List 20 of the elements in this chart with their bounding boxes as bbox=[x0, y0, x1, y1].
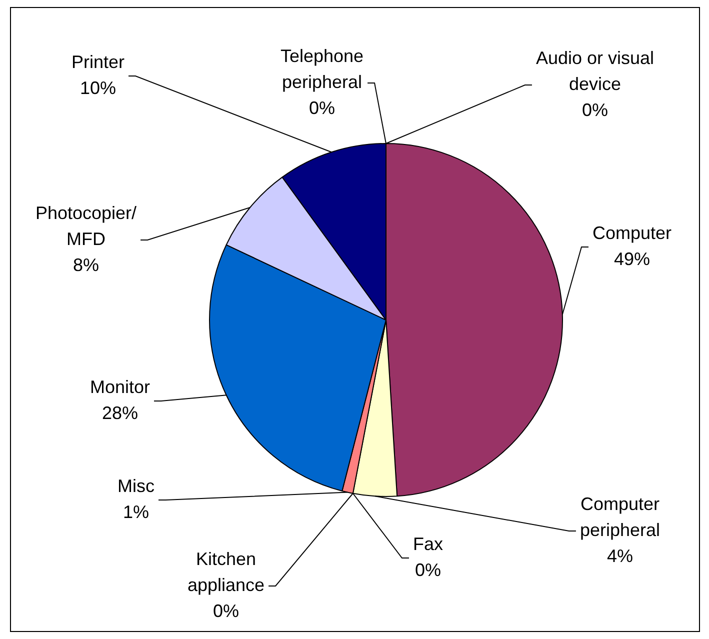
slice-label: Photocopier/MFD bbox=[35, 202, 137, 249]
slice-label: Computer bbox=[592, 222, 672, 243]
category-label: Fax bbox=[412, 534, 444, 554]
slice-label: Printer bbox=[71, 52, 125, 72]
data-label: 49% bbox=[614, 248, 650, 269]
data-label: 4% bbox=[606, 546, 634, 566]
slice-label: Misc bbox=[118, 476, 154, 496]
text: 0% bbox=[212, 600, 240, 621]
category-label: Telephone peripheral bbox=[280, 46, 364, 92]
data-label: 8% bbox=[72, 254, 100, 275]
text: 0% bbox=[308, 98, 336, 118]
data-label: 10% bbox=[80, 78, 116, 98]
text: 0% bbox=[582, 100, 608, 120]
category-label: Kitchen appliance bbox=[187, 548, 265, 595]
category-label: Audio or visual device bbox=[536, 48, 654, 94]
data-label: 28% bbox=[102, 402, 138, 423]
data-label: 1% bbox=[122, 502, 150, 522]
slice-label: Computer peripheral bbox=[580, 494, 660, 540]
slice-label: Monitor bbox=[90, 376, 150, 397]
text: 0% bbox=[414, 560, 442, 580]
